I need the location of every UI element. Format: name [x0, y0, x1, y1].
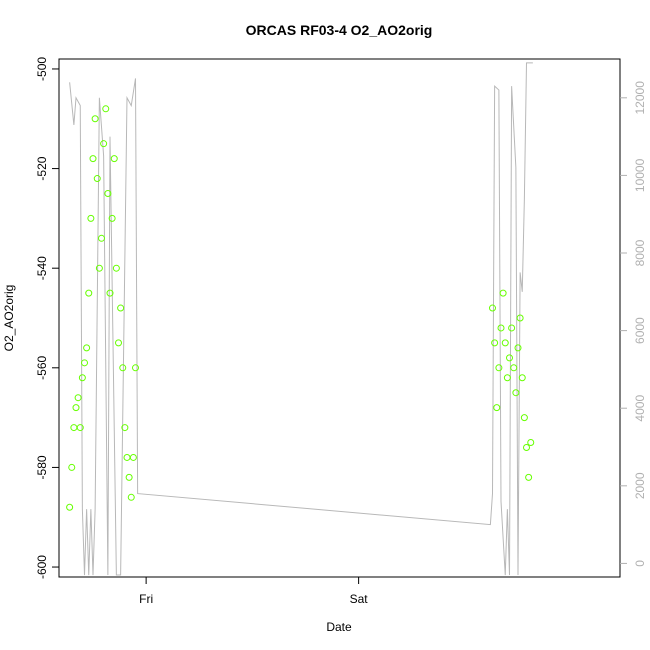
data-point [497, 324, 505, 332]
y2-tick-label: 2000 [633, 472, 647, 499]
data-point [516, 314, 524, 322]
data-point [501, 339, 509, 347]
data-point [66, 503, 74, 511]
data-point [514, 344, 522, 352]
data-point [78, 374, 86, 382]
data-point [125, 473, 133, 481]
data-point [70, 424, 78, 432]
y-tick-label: -540 [35, 256, 49, 280]
data-point [91, 115, 99, 123]
data-point [525, 473, 533, 481]
data-point [512, 389, 520, 397]
data-point [68, 463, 76, 471]
y-tick-label: -500 [35, 57, 49, 81]
y-tick-label: -600 [35, 555, 49, 579]
data-point [503, 374, 511, 382]
data-point [491, 339, 499, 347]
y2-tick-label: 4000 [633, 395, 647, 422]
data-point [110, 155, 118, 163]
x-axis-label: Date [326, 620, 352, 634]
data-point [506, 354, 513, 362]
data-point [121, 424, 129, 432]
plot-frame [58, 58, 621, 578]
data-point [523, 444, 530, 451]
y-tick-label: -560 [35, 355, 49, 379]
x-tick-label: Fri [139, 592, 153, 606]
data-point [132, 364, 139, 372]
data-point [85, 289, 93, 297]
y-axis-label: O2_AO2orig [2, 285, 16, 352]
data-point [493, 404, 501, 412]
data-point [123, 453, 131, 461]
data-point [104, 189, 112, 197]
line-layer [69, 62, 533, 576]
data-point [508, 324, 516, 332]
data-point [510, 364, 518, 372]
data-point [74, 394, 82, 402]
series-line [69, 62, 533, 576]
y2-tick-label: 12000 [633, 81, 647, 115]
data-point [95, 264, 103, 272]
data-point [119, 364, 127, 372]
data-point [117, 304, 125, 312]
points-layer [66, 105, 535, 511]
data-point [106, 289, 114, 297]
data-point [518, 374, 526, 382]
data-point [127, 493, 135, 501]
data-point [499, 289, 507, 297]
data-point [102, 105, 110, 113]
y2-tick-label: 6000 [633, 317, 647, 344]
data-point [72, 404, 80, 412]
data-point [115, 339, 122, 347]
data-point [112, 264, 120, 272]
data-point [87, 214, 95, 222]
data-point [520, 414, 528, 422]
right-axis: 0 2000 4000 6000 8000 10000 12000 [620, 81, 647, 567]
y-tick-label: -580 [35, 455, 49, 479]
data-point [527, 439, 535, 447]
data-point [495, 364, 503, 372]
y2-tick-label: 0 [633, 560, 647, 567]
left-axis: -600 -580 -560 -540 -520 -500 [35, 57, 59, 579]
data-point [489, 304, 496, 312]
data-point [76, 424, 84, 432]
bottom-axis: Fri Sat [139, 577, 368, 606]
data-point [98, 234, 105, 242]
data-point [108, 214, 116, 222]
x-tick-label: Sat [350, 592, 369, 606]
data-point [100, 140, 108, 148]
y2-tick-label: 8000 [633, 239, 647, 266]
y2-tick-label: 10000 [633, 158, 647, 192]
data-point [81, 359, 88, 367]
y-tick-label: -520 [35, 156, 49, 180]
chart-title: ORCAS RF03-4 O2_AO2orig [246, 22, 433, 38]
data-point [93, 175, 101, 183]
data-point [129, 453, 137, 461]
data-point [89, 155, 97, 163]
data-point [83, 344, 91, 352]
